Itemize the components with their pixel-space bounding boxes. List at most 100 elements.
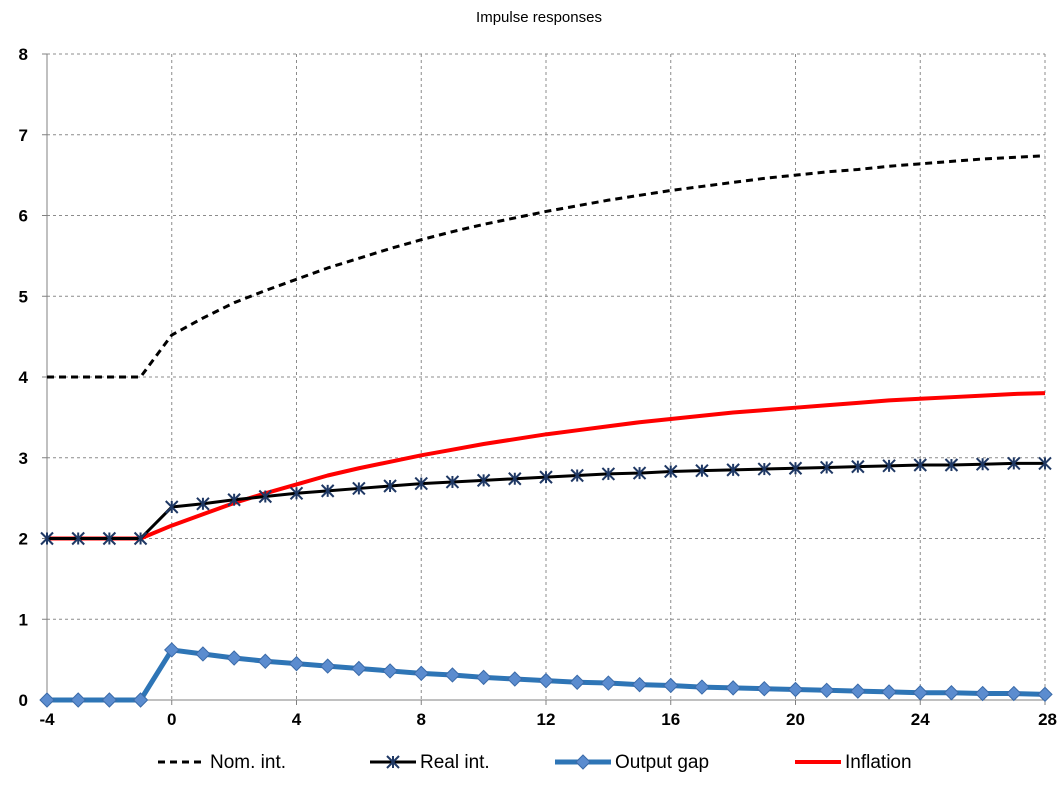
data-point-star	[975, 457, 990, 471]
y-tick-label: 8	[19, 45, 28, 64]
data-point-star	[40, 531, 54, 546]
x-tick-label: 20	[786, 710, 805, 729]
legend-label: Real int.	[420, 752, 490, 773]
data-point-star	[71, 531, 85, 546]
data-point-diamond	[943, 685, 960, 701]
data-point-star	[851, 459, 865, 474]
series-line	[47, 154, 1046, 379]
data-point-star	[196, 497, 210, 511]
data-point-diamond	[1037, 686, 1053, 703]
data-point-star	[570, 468, 584, 483]
data-point-diamond	[850, 683, 866, 699]
data-point-diamond	[70, 692, 86, 708]
x-tick-label: 16	[661, 710, 680, 729]
series-inflation	[47, 391, 1046, 541]
data-point-star	[913, 458, 927, 472]
x-tick-label: 0	[167, 710, 176, 729]
data-point-diamond	[912, 685, 928, 701]
data-point-star	[102, 531, 117, 546]
data-point-star	[757, 462, 772, 476]
data-point-diamond	[288, 655, 305, 672]
legend-label: Nom. int.	[210, 752, 286, 773]
data-point-diamond	[538, 672, 554, 689]
data-point-diamond	[257, 653, 274, 669]
data-point-star	[476, 473, 491, 488]
data-point-diamond	[226, 650, 242, 666]
legend-label: Inflation	[845, 752, 912, 773]
data-point-star	[289, 486, 304, 500]
data-point-diamond	[164, 642, 180, 658]
legend: Nom. int. Real int. Output gap Inflation	[158, 752, 912, 773]
data-point-star	[386, 755, 400, 769]
legend-item-output-gap: Output gap	[555, 752, 709, 773]
data-point-star	[539, 470, 553, 484]
grid-lines	[47, 53, 1046, 700]
data-point-diamond	[818, 682, 835, 699]
y-tick-label: 6	[19, 207, 28, 226]
x-tick-label: 28	[1038, 710, 1057, 729]
axes	[42, 53, 1046, 705]
legend-item-real-int: Real int.	[370, 752, 490, 773]
legend-item-inflation: Inflation	[795, 752, 912, 773]
data-point-diamond	[351, 660, 367, 677]
data-point-diamond	[663, 677, 679, 694]
data-point-star	[133, 531, 148, 546]
data-point-diamond	[195, 646, 211, 662]
data-point-diamond	[756, 680, 773, 697]
data-point-diamond	[507, 671, 523, 687]
y-tick-label: 1	[19, 610, 28, 629]
series-output-gap	[39, 642, 1053, 708]
data-point-diamond	[575, 754, 591, 770]
x-tick-label: -4	[39, 710, 55, 729]
data-point-star	[664, 464, 678, 479]
x-tick-label: 24	[911, 710, 930, 729]
y-tick-label: 2	[19, 530, 28, 549]
data-point-diamond	[39, 692, 55, 708]
data-point-star	[882, 459, 896, 473]
y-tick-label: 0	[19, 691, 28, 710]
data-point-diamond	[881, 684, 897, 700]
data-point-star	[601, 467, 616, 481]
y-tick-label: 3	[19, 449, 28, 468]
data-point-diamond	[444, 667, 461, 683]
series-line	[47, 391, 1046, 541]
data-point-star	[383, 479, 397, 493]
data-point-diamond	[600, 675, 617, 691]
data-point-diamond	[382, 663, 398, 679]
data-point-diamond	[569, 674, 585, 690]
data-point-star	[788, 461, 803, 475]
data-point-star	[726, 463, 740, 477]
series-nom-int	[47, 154, 1046, 379]
data-point-diamond	[475, 669, 492, 686]
x-tick-label: 8	[417, 710, 426, 729]
x-tick-label: 4	[292, 710, 302, 729]
series-group	[39, 154, 1053, 708]
data-point-star	[414, 476, 428, 491]
data-point-diamond	[101, 692, 118, 708]
data-point-star	[1007, 456, 1021, 471]
y-tick-label: 4	[19, 368, 29, 387]
y-tick-label: 5	[19, 287, 28, 306]
chart-title: Impulse responses	[476, 9, 602, 26]
data-point-diamond	[319, 658, 336, 674]
data-point-diamond	[413, 665, 429, 682]
data-point-diamond	[694, 679, 710, 695]
data-point-star	[819, 460, 834, 475]
data-point-star	[227, 493, 241, 507]
legend-label: Output gap	[615, 752, 709, 773]
data-point-star	[258, 489, 273, 504]
data-point-diamond	[132, 692, 149, 708]
x-tick-label: 12	[537, 710, 556, 729]
data-point-star	[165, 500, 179, 514]
data-point-star	[445, 475, 460, 489]
data-point-diamond	[1006, 685, 1022, 702]
data-point-star	[508, 472, 522, 486]
data-point-star	[352, 481, 366, 496]
data-point-star	[632, 466, 647, 480]
data-point-star	[695, 463, 709, 478]
data-point-diamond	[787, 681, 804, 698]
data-point-diamond	[631, 676, 648, 693]
